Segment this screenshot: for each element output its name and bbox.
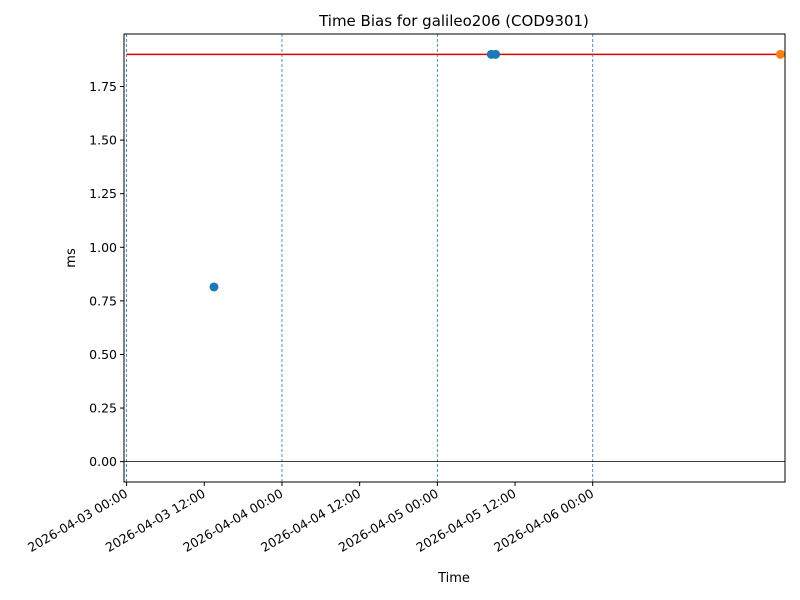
y-tick-label-0: 0.00: [89, 454, 117, 469]
axes-frame: [123, 33, 786, 483]
y-tick-label-3: 0.75: [89, 293, 117, 308]
y-tick-label-1: 0.25: [89, 401, 117, 416]
y-tick-label-2: 0.50: [89, 347, 117, 362]
y-tick-label-4: 1.00: [89, 240, 117, 255]
x-axis-title: Time: [437, 571, 470, 586]
data-point-0-2: [491, 49, 501, 59]
y-tick-label-5: 1.25: [89, 186, 117, 201]
y-tick-label-6: 1.50: [89, 133, 117, 148]
data-point-1-0: [775, 49, 785, 59]
y-axis-title: ms: [64, 248, 79, 268]
chart-title: Time Bias for galileo206 (COD9301): [318, 12, 589, 30]
y-tick-label-7: 1.75: [89, 79, 117, 94]
data-point-0-0: [209, 282, 219, 292]
